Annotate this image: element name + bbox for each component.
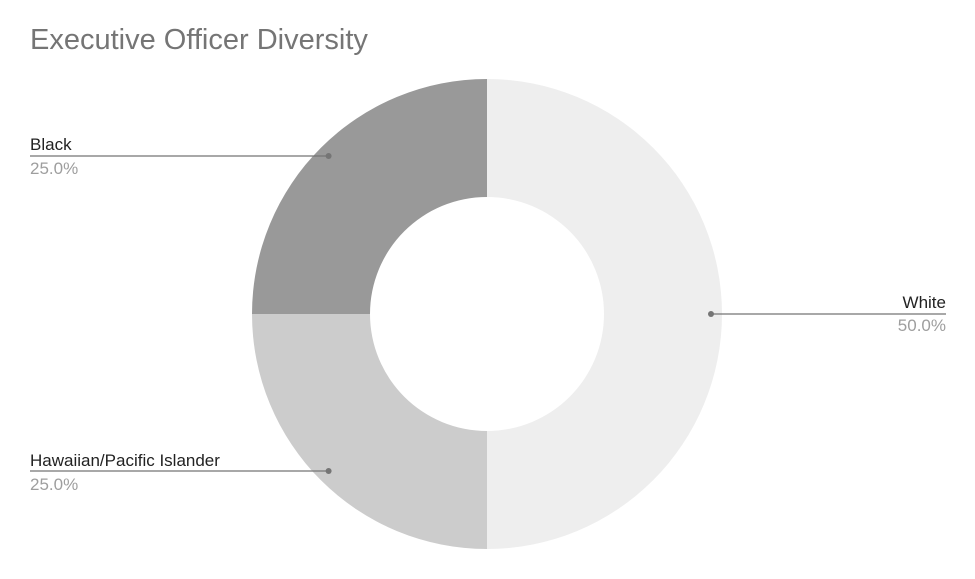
slice-hawaiian-pacific-islander bbox=[252, 314, 487, 549]
slice-label-black: Black bbox=[30, 135, 72, 154]
slices-group bbox=[252, 79, 722, 549]
slice-label-hawaiian-pacific-islander: Hawaiian/Pacific Islander bbox=[30, 451, 220, 470]
slice-white bbox=[487, 79, 722, 549]
leader-dot-black bbox=[325, 153, 332, 159]
chart-title: Executive Officer Diversity bbox=[30, 24, 368, 56]
slice-percent-hawaiian-pacific-islander: 25.0% bbox=[30, 475, 78, 494]
leader-dot-white bbox=[708, 311, 714, 317]
leader-dot-hawaiian-pacific-islander bbox=[325, 468, 332, 474]
slice-percent-black: 25.0% bbox=[30, 159, 78, 178]
slice-black bbox=[252, 79, 487, 314]
slice-label-white: White bbox=[903, 293, 946, 312]
slice-percent-white: 50.0% bbox=[898, 316, 946, 335]
labels-group: White 50.0% Hawaiian/Pacific Islander 25.0%… bbox=[30, 135, 946, 494]
